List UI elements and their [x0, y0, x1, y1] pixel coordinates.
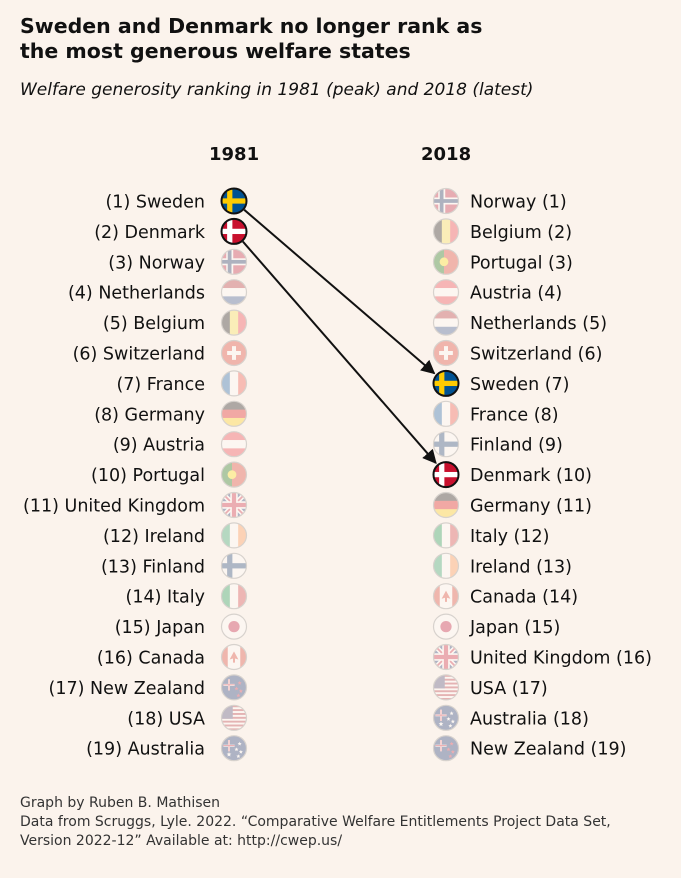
- italy-flag-icon: [220, 583, 248, 610]
- left-rank-label: (2) Denmark: [94, 223, 206, 243]
- ireland-flag-icon: [432, 552, 460, 579]
- norway-flag-icon: [220, 248, 248, 275]
- portugal-flag-icon: [432, 248, 460, 275]
- denmark-flag-icon: [220, 217, 248, 245]
- usa-flag-icon: [220, 704, 248, 731]
- right-rank-label: Norway (1): [470, 193, 567, 213]
- left-rank-label: (11) United Kingdom: [23, 497, 205, 517]
- netherlands-flag-icon: [220, 279, 248, 306]
- germany-flag-icon: [432, 491, 460, 519]
- right-rank-label: Denmark (10): [470, 466, 592, 486]
- switzerland-flag-icon: [220, 339, 248, 367]
- canada-flag-icon: [432, 583, 460, 610]
- finland-flag-icon: [220, 552, 248, 579]
- left-rank-label: (16) Canada: [97, 649, 205, 669]
- finland-flag-icon: [432, 431, 460, 458]
- japan-flag-icon: [220, 613, 248, 640]
- left-rank-label: (18) USA: [127, 709, 205, 729]
- right-rank-label: Switzerland (6): [470, 345, 602, 365]
- left-rank-label: (3) Norway: [108, 253, 205, 273]
- right-rank-label: United Kingdom (16): [470, 649, 652, 669]
- australia-flag-icon: [432, 704, 460, 731]
- usa-flag-icon: [432, 674, 460, 701]
- ireland-flag-icon: [220, 522, 248, 549]
- column-header-2018: 2018: [421, 144, 472, 165]
- left-rank-label: (8) Germany: [94, 405, 205, 425]
- right-rank-label: Germany (11): [470, 497, 592, 517]
- denmark-rank-arrow: [242, 240, 437, 464]
- new-zealand-flag-icon: [432, 735, 460, 762]
- japan-flag-icon: [432, 613, 460, 640]
- left-rank-label: (12) Ireland: [103, 527, 205, 547]
- footer-source-line-2: Version 2022-12” Available at: http://cw…: [20, 833, 343, 849]
- switzerland-flag-icon: [432, 339, 460, 367]
- left-rank-label: (14) Italy: [126, 588, 205, 608]
- chart-subtitle: Welfare generosity ranking in 1981 (peak…: [20, 80, 534, 100]
- australia-flag-icon: [220, 735, 248, 762]
- uk-flag-icon: [220, 491, 248, 519]
- left-rank-label: (9) Austria: [113, 436, 205, 456]
- right-rank-label: USA (17): [470, 679, 548, 699]
- germany-flag-icon: [220, 400, 248, 427]
- left-rank-label: (15) Japan: [115, 618, 205, 638]
- denmark-flag-icon: [432, 461, 460, 489]
- right-rank-label: Netherlands (5): [470, 314, 607, 334]
- belgium-flag-icon: [220, 309, 248, 336]
- right-rank-label: New Zealand (19): [470, 740, 626, 760]
- right-rank-label: Australia (18): [470, 709, 589, 729]
- uk-flag-icon: [432, 643, 460, 671]
- austria-flag-icon: [220, 431, 248, 458]
- right-rank-label: Finland (9): [470, 436, 563, 456]
- right-rank-label: Japan (15): [469, 618, 560, 638]
- new-zealand-flag-icon: [220, 674, 248, 701]
- belgium-flag-icon: [432, 218, 460, 245]
- left-rank-label: (6) Switzerland: [73, 345, 205, 365]
- netherlands-flag-icon: [432, 309, 460, 336]
- right-rank-label: Portugal (3): [470, 253, 573, 273]
- right-rank-label: Ireland (13): [470, 557, 572, 577]
- sweden-flag-icon: [432, 369, 460, 397]
- left-rank-label: (7) France: [116, 375, 205, 395]
- portugal-flag-icon: [220, 461, 248, 488]
- column-header-1981: 1981: [209, 144, 260, 165]
- left-rank-label: (5) Belgium: [103, 314, 205, 334]
- left-rank-label: (10) Portugal: [91, 466, 205, 486]
- norway-flag-icon: [432, 187, 460, 215]
- france-flag-icon: [432, 400, 460, 427]
- left-rank-label: (4) Netherlands: [68, 284, 205, 304]
- canada-flag-icon: [220, 643, 248, 671]
- left-rank-label: (13) Finland: [101, 557, 205, 577]
- chart-title: Sweden and Denmark no longer rank as the…: [20, 14, 483, 63]
- footer-source-line-1: Data from Scruggs, Lyle. 2022. “Comparat…: [20, 814, 611, 830]
- left-rank-label: (19) Australia: [86, 740, 205, 760]
- right-rank-label: France (8): [470, 405, 559, 425]
- sweden-rank-arrow: [243, 209, 436, 375]
- right-rank-label: Austria (4): [470, 284, 562, 304]
- footer-credit: Graph by Ruben B. Mathisen: [20, 795, 221, 811]
- france-flag-icon: [220, 370, 248, 397]
- right-rank-label: Italy (12): [470, 527, 549, 547]
- sweden-flag-icon: [220, 187, 248, 215]
- right-rank-label: Canada (14): [470, 588, 578, 608]
- austria-flag-icon: [432, 279, 460, 306]
- italy-flag-icon: [432, 522, 460, 549]
- right-rank-label: Belgium (2): [470, 223, 572, 243]
- left-rank-label: (1) Sweden: [105, 193, 205, 213]
- left-rank-label: (17) New Zealand: [49, 679, 205, 699]
- chart-footer: Graph by Ruben B. Mathisen Data from Scr…: [20, 794, 670, 851]
- right-rank-label: Sweden (7): [470, 375, 570, 395]
